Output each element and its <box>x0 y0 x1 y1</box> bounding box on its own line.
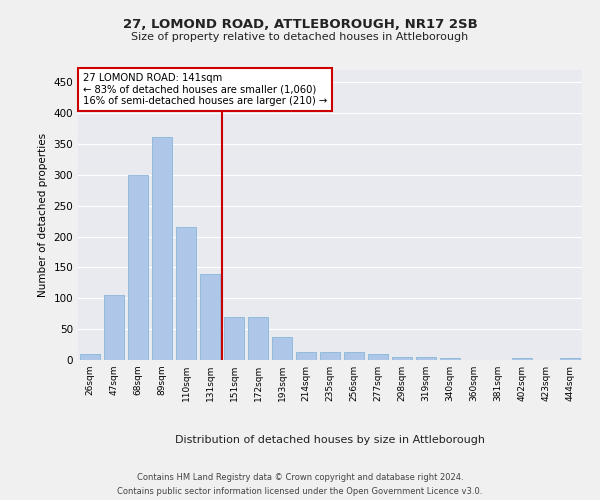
Text: Size of property relative to detached houses in Attleborough: Size of property relative to detached ho… <box>131 32 469 42</box>
Bar <box>104 295 124 360</box>
Bar <box>440 358 460 360</box>
Text: 27 LOMOND ROAD: 141sqm
← 83% of detached houses are smaller (1,060)
16% of semi-: 27 LOMOND ROAD: 141sqm ← 83% of detached… <box>83 73 327 106</box>
Bar <box>416 357 436 360</box>
Text: Distribution of detached houses by size in Attleborough: Distribution of detached houses by size … <box>175 435 485 445</box>
Bar <box>200 274 220 360</box>
Bar <box>152 136 172 360</box>
Bar <box>224 317 244 360</box>
Bar <box>368 354 388 360</box>
Bar <box>344 352 364 360</box>
Bar <box>248 317 268 360</box>
Text: Contains public sector information licensed under the Open Government Licence v3: Contains public sector information licen… <box>118 488 482 496</box>
Bar <box>80 354 100 360</box>
Bar <box>560 358 580 360</box>
Bar <box>296 352 316 360</box>
Y-axis label: Number of detached properties: Number of detached properties <box>38 133 48 297</box>
Bar <box>392 357 412 360</box>
Text: 27, LOMOND ROAD, ATTLEBOROUGH, NR17 2SB: 27, LOMOND ROAD, ATTLEBOROUGH, NR17 2SB <box>122 18 478 30</box>
Bar <box>272 337 292 360</box>
Bar <box>320 352 340 360</box>
Bar <box>512 358 532 360</box>
Text: Contains HM Land Registry data © Crown copyright and database right 2024.: Contains HM Land Registry data © Crown c… <box>137 472 463 482</box>
Bar <box>176 228 196 360</box>
Bar <box>128 175 148 360</box>
